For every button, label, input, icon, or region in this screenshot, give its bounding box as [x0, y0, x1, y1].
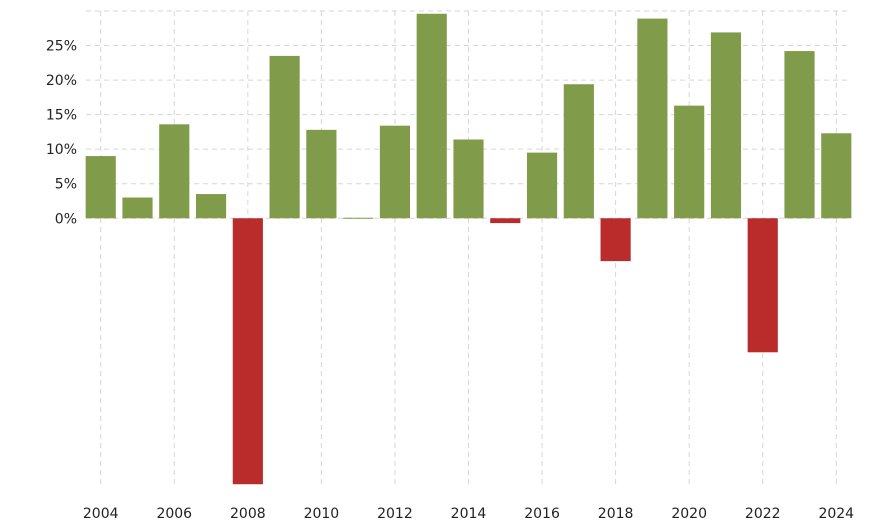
bar-2006[interactable] — [159, 124, 190, 219]
bar-2010[interactable] — [306, 129, 337, 219]
bar-2004[interactable] — [85, 156, 116, 219]
bar-2021[interactable] — [710, 32, 742, 219]
y-tick-label: 10% — [46, 142, 77, 158]
y-tick-label: 0% — [55, 211, 77, 227]
bar-2017[interactable] — [563, 84, 594, 219]
bar-2008[interactable] — [232, 218, 263, 485]
bar-2007[interactable] — [195, 194, 227, 219]
y-tick-label: 15% — [46, 108, 77, 124]
bar-layer — [85, 13, 852, 485]
bar-2024[interactable] — [821, 133, 852, 219]
bar-2014[interactable] — [453, 139, 484, 219]
bar-2011[interactable] — [343, 217, 374, 219]
x-tick-label: 2022 — [745, 506, 781, 522]
x-tick-label: 2020 — [671, 506, 707, 522]
x-tick-label: 2004 — [83, 506, 119, 522]
bar-2020[interactable] — [674, 105, 705, 219]
bar-2009[interactable] — [269, 55, 300, 219]
x-axis-ticks: 2004 2006 2008 2010 2012 2014 2016 2018 2020 2022… — [83, 506, 854, 522]
y-tick-label: 20% — [46, 73, 77, 89]
bar-2016[interactable] — [526, 152, 558, 219]
x-tick-label: 2006 — [156, 506, 192, 522]
x-tick-label: 2010 — [304, 506, 340, 522]
bar-2023[interactable] — [784, 51, 815, 219]
x-tick-label: 2016 — [524, 506, 560, 522]
bar-2019[interactable] — [637, 18, 668, 219]
bar-2022[interactable] — [747, 218, 778, 353]
y-tick-label: 5% — [55, 177, 77, 193]
x-tick-label: 2024 — [818, 506, 854, 522]
x-tick-label: 2008 — [230, 506, 266, 522]
bar-2018[interactable] — [600, 218, 631, 262]
bar-2015[interactable] — [490, 218, 521, 224]
y-axis-ticks: 0% 5% 10% 15% 20% 25% — [46, 39, 77, 228]
x-tick-label: 2018 — [598, 506, 634, 522]
y-tick-label: 25% — [46, 39, 77, 55]
x-tick-label: 2014 — [451, 506, 487, 522]
bar-2013[interactable] — [416, 13, 447, 219]
bar-2012[interactable] — [379, 125, 411, 219]
bar-2005[interactable] — [122, 197, 153, 219]
x-tick-label: 2012 — [377, 506, 413, 522]
